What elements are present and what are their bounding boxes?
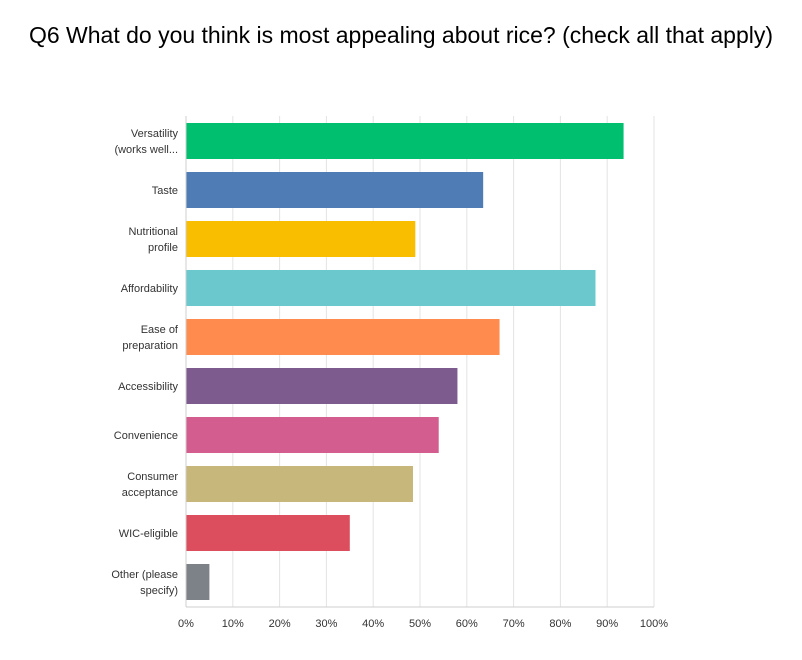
category-label-line: acceptance: [122, 487, 178, 499]
x-tick-label: 30%: [315, 618, 337, 630]
category-label: Accessibility: [118, 381, 178, 393]
category-labels: Versatility (works well... Taste Nutritiona…: [111, 128, 179, 597]
category-label-line: Other (please: [111, 569, 178, 581]
category-label-line: WIC-eligible: [119, 528, 178, 540]
category-label: Convenience: [114, 430, 178, 442]
category-label-line: Versatility: [131, 128, 179, 140]
x-tick-label: 40%: [362, 618, 384, 630]
category-label-line: profile: [148, 242, 178, 254]
category-label: Taste: [152, 185, 178, 197]
x-tick-label: 100%: [640, 618, 668, 630]
bar: [186, 564, 210, 600]
category-label-line: preparation: [122, 340, 178, 352]
bar: [186, 221, 416, 257]
x-tick-label: 20%: [269, 618, 291, 630]
category-label: Other (please specify): [111, 569, 178, 597]
bar: [186, 172, 484, 208]
category-label: WIC-eligible: [119, 528, 178, 540]
category-label-line: Consumer: [127, 471, 178, 483]
category-label: Versatility (works well...: [114, 128, 178, 156]
category-label-line: Nutritional: [128, 226, 178, 238]
x-tick-label: 10%: [222, 618, 244, 630]
category-label: Affordability: [121, 283, 179, 295]
x-tick-label: 90%: [596, 618, 618, 630]
bar: [186, 270, 596, 306]
bars: [186, 123, 624, 600]
bar: [186, 515, 350, 551]
category-label-line: Taste: [152, 185, 178, 197]
bar: [186, 123, 624, 159]
x-tick-label: 60%: [456, 618, 478, 630]
x-tick-label: 80%: [549, 618, 571, 630]
category-label: Consumer acceptance: [122, 471, 179, 499]
category-label-line: Accessibility: [118, 381, 178, 393]
x-tick-label: 0%: [178, 618, 194, 630]
category-label-line: (works well...: [114, 144, 178, 156]
bar: [186, 319, 500, 355]
category-label-line: specify): [140, 585, 178, 597]
chart-title: Q6 What do you think is most appealing a…: [28, 22, 774, 48]
x-tick-labels: 0% 10% 20% 30% 40% 50% 60% 70% 80% 90% 100%: [178, 618, 668, 630]
x-tick-label: 50%: [409, 618, 431, 630]
category-label-line: Affordability: [121, 283, 179, 295]
x-tick-label: 70%: [503, 618, 525, 630]
bar: [186, 466, 413, 502]
category-label: Nutritional profile: [128, 226, 178, 254]
bar: [186, 417, 439, 453]
category-label: Ease of preparation: [122, 324, 179, 352]
bar: [186, 368, 458, 404]
category-label-line: Convenience: [114, 430, 178, 442]
category-label-line: Ease of: [141, 324, 179, 336]
axes: [185, 116, 654, 608]
